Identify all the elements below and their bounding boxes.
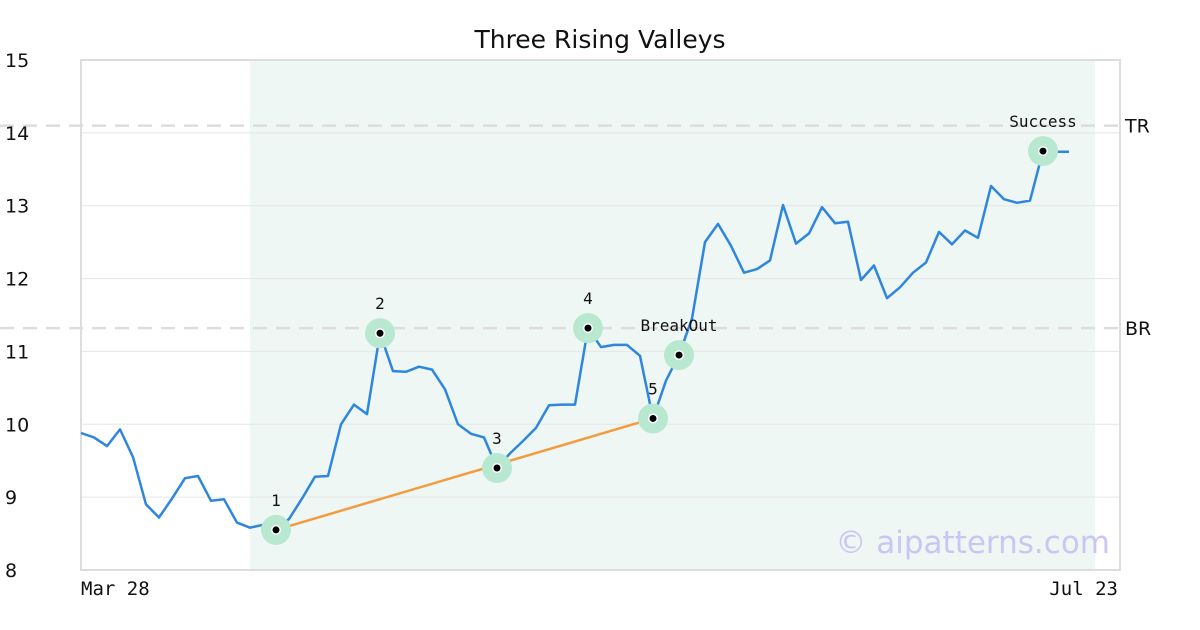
- price-line: [80, 149, 1069, 532]
- y-axis-ticks: 8 9 10 11 12 13 14 15: [5, 50, 29, 582]
- trendline: [275, 417, 654, 532]
- marker-dot: [1039, 147, 1047, 155]
- y-tick-label: 9: [5, 487, 17, 509]
- level-label: BR: [1125, 318, 1151, 340]
- y-tick-label: 13: [5, 196, 29, 218]
- marker-label: BreakOut: [640, 316, 717, 335]
- grid-lines: [81, 132, 1120, 498]
- chart-title: Three Rising Valleys: [473, 25, 725, 54]
- level-lines: TR BR: [0, 116, 1151, 340]
- marker-label: 1: [271, 491, 281, 510]
- y-tick-label: 10: [5, 414, 29, 436]
- marker-dot: [272, 526, 280, 534]
- marker-dot: [493, 464, 501, 472]
- y-tick-label: 8: [5, 560, 17, 582]
- highlight-region: [250, 60, 1095, 570]
- marker-dot: [584, 324, 592, 332]
- y-tick-label: 12: [5, 269, 29, 291]
- level-label: TR: [1124, 116, 1150, 138]
- marker-label: 2: [375, 294, 385, 313]
- marker-dot: [649, 414, 657, 422]
- price-line-layer: [80, 149, 1069, 532]
- marker-label: 3: [492, 429, 502, 448]
- marker-dot: [376, 329, 384, 337]
- plot-frame: [80, 59, 1121, 571]
- watermark: © aipatterns.com: [835, 525, 1110, 561]
- marker-label: Success: [1009, 112, 1076, 131]
- marker-dot: [675, 351, 683, 359]
- x-tick-end: Jul 23: [1049, 578, 1118, 600]
- markers-layer: 1 2 3 4 5 BreakOut Success: [261, 112, 1077, 545]
- y-tick-label: 15: [5, 50, 29, 72]
- x-tick-start: Mar 28: [81, 578, 150, 600]
- marker-label: 4: [583, 289, 593, 308]
- y-tick-label: 14: [5, 123, 29, 145]
- trendline-layer: [275, 417, 654, 532]
- y-tick-label: 11: [5, 341, 29, 363]
- marker-label: 5: [648, 379, 658, 398]
